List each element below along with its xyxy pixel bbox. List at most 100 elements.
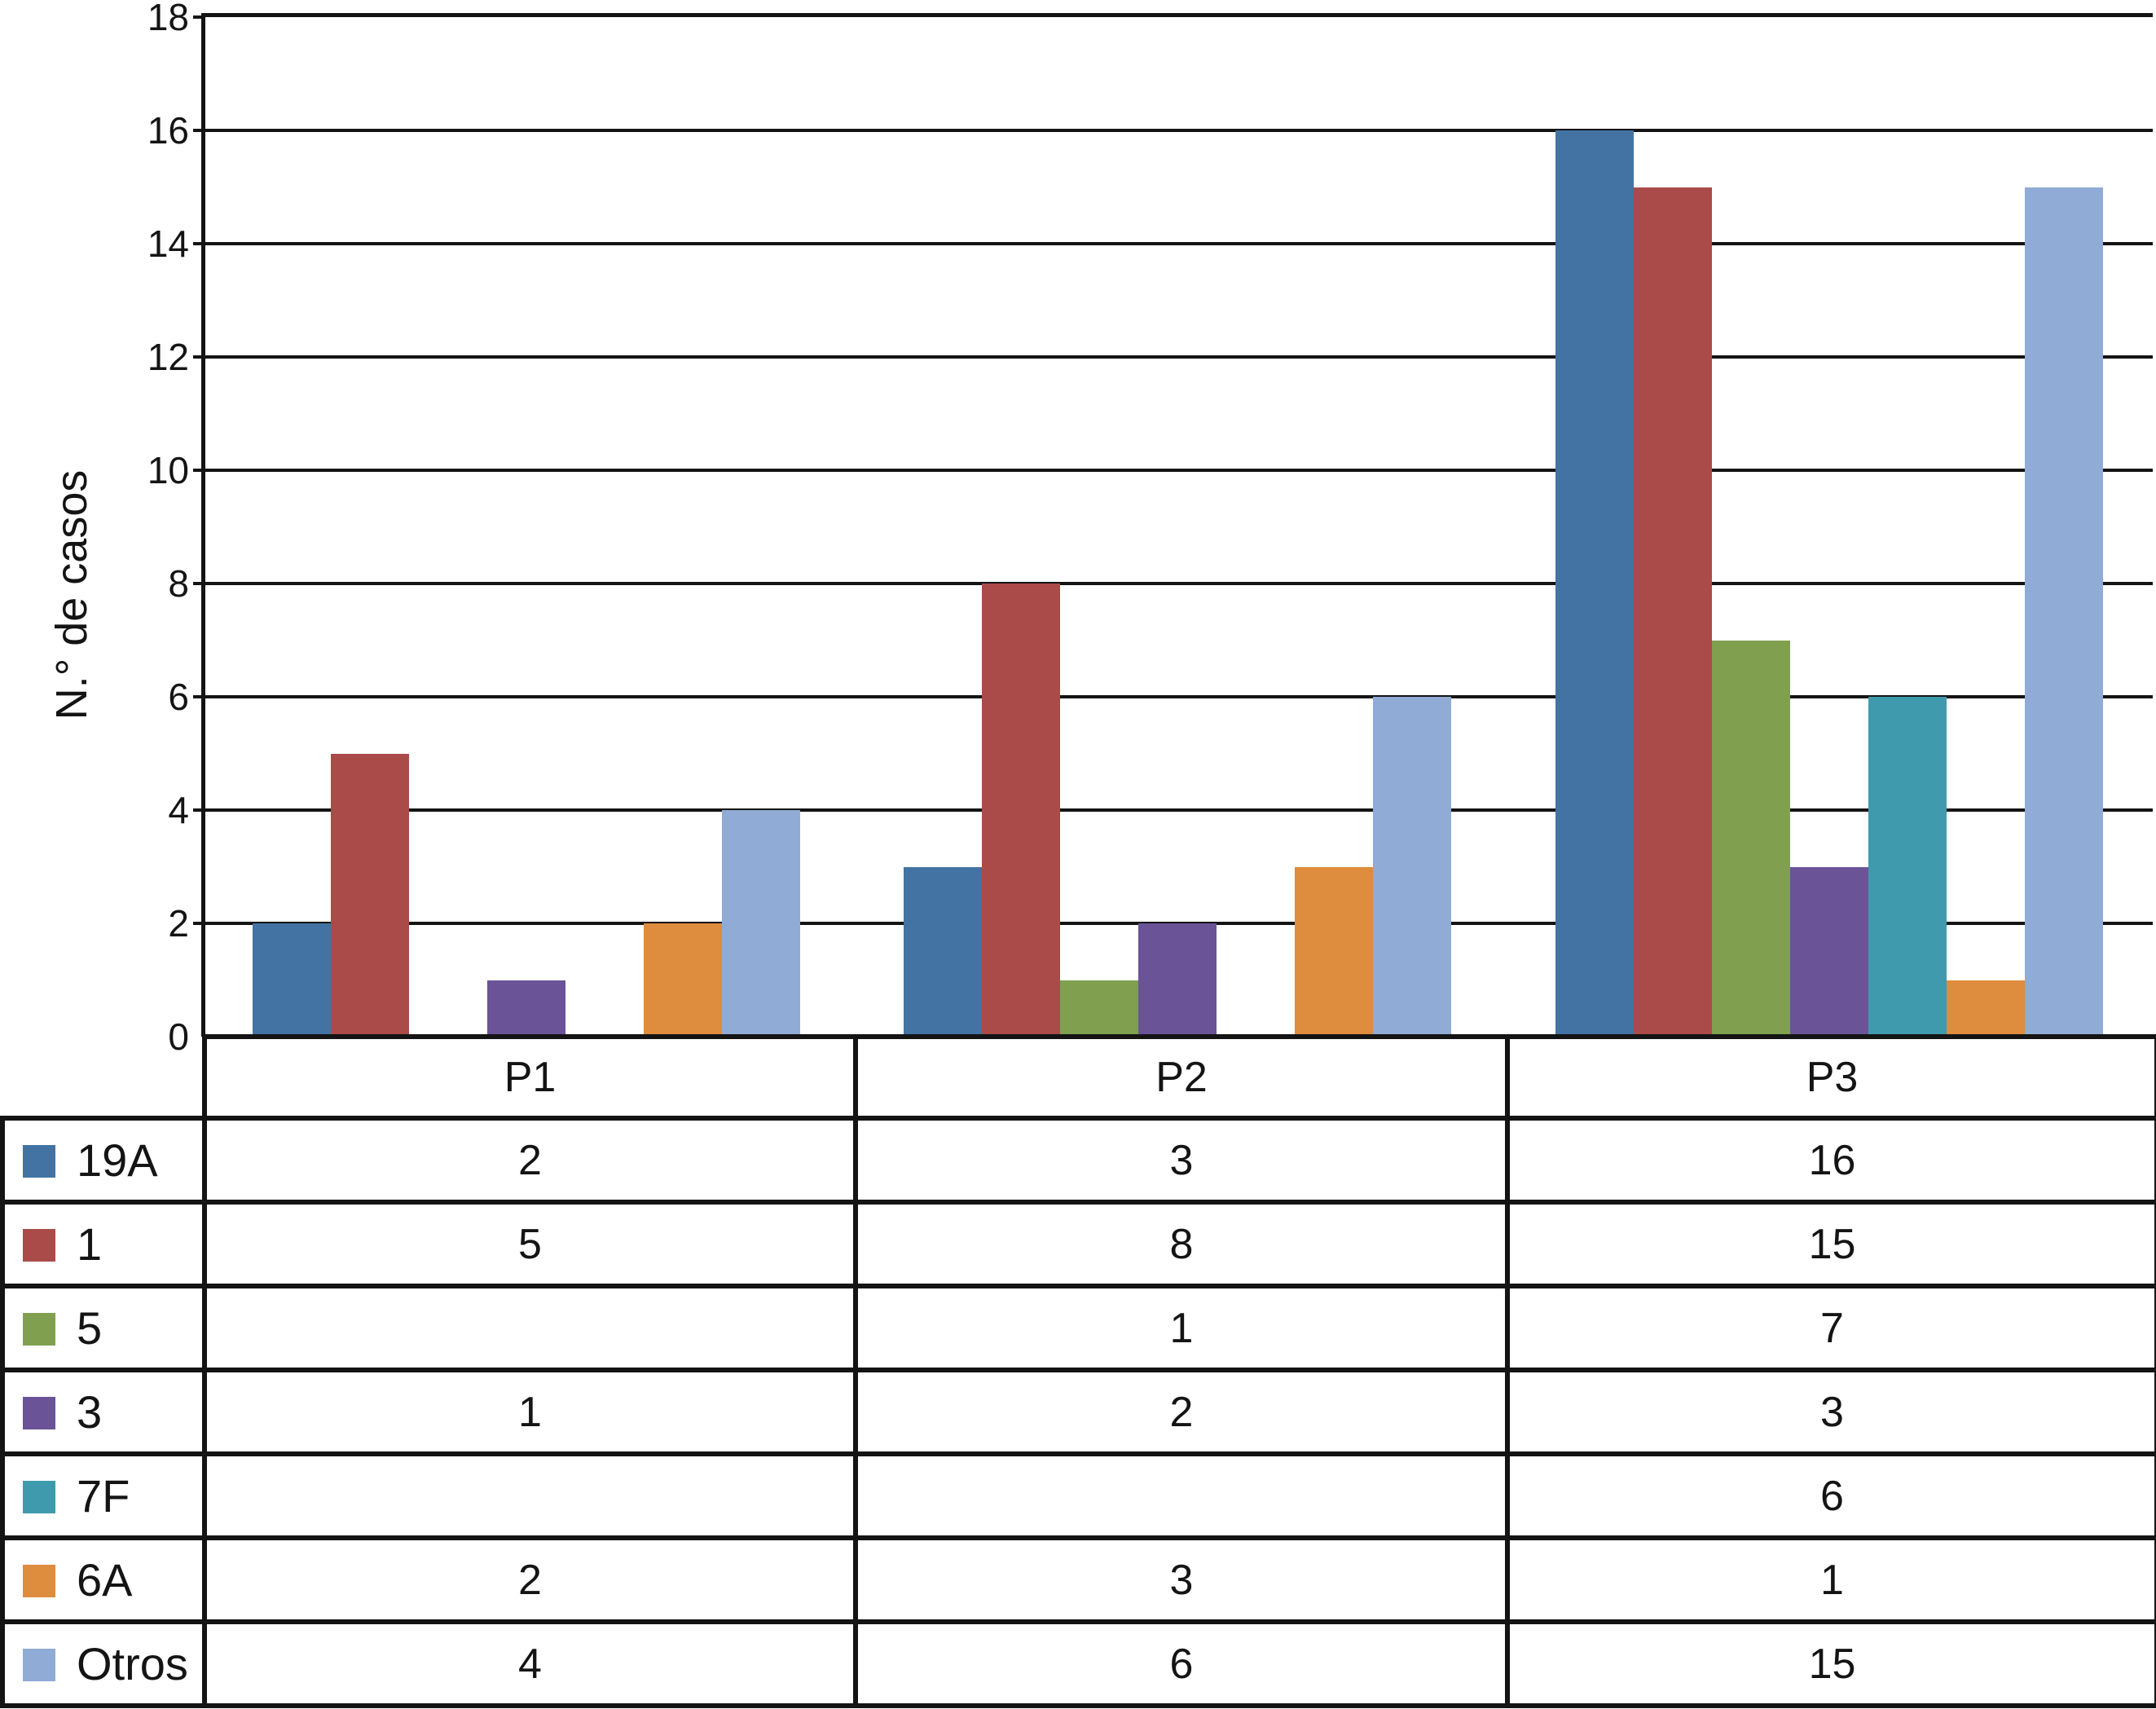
y-tick-label-18: 18 (147, 0, 189, 38)
table-header-row: P1 P2 P3 (2, 1034, 2156, 1121)
column-header-P1: P1 (202, 1034, 858, 1121)
bar-1-P1 (331, 753, 409, 1037)
cell-1-P2: 8 (853, 1200, 1510, 1288)
plot-area (193, 13, 2153, 1037)
legend-swatch-5 (23, 1313, 55, 1346)
legend-label-19A: 19A (77, 1134, 158, 1186)
table-row-6A: 6A 2 3 1 (0, 1535, 2156, 1624)
cell-7F-P1 (202, 1451, 858, 1540)
bar-19A-P1 (253, 923, 331, 1037)
bar-3-P2 (1138, 923, 1217, 1037)
table-row-7F: 7F 6 (0, 1451, 2156, 1540)
table-row-19A: 19A 2 3 16 (0, 1116, 2156, 1205)
bar-6A-P1 (644, 923, 722, 1037)
y-tick-mark-10 (193, 469, 205, 472)
legend-label-Otros: Otros (77, 1638, 188, 1689)
legend-swatch-19A (23, 1145, 55, 1178)
legend-cell-3: 3 (0, 1368, 207, 1456)
bar-19A-P2 (904, 866, 982, 1037)
data-table: P1 P2 P3 19A 2 3 16 1 5 8 15 5 1 7 3 1 2 3 7F 6 6A 2 3 1 Otros 4 6… (0, 1034, 2156, 1708)
table-row-Otros: Otros 4 6 15 (0, 1619, 2156, 1708)
cell-6A-P1: 2 (202, 1535, 858, 1624)
cell-Otros-P2: 6 (853, 1619, 1510, 1708)
legend-label-5: 5 (77, 1302, 103, 1354)
bar-6A-P2 (1295, 866, 1373, 1037)
y-tick-label-14: 14 (147, 222, 189, 265)
y-tick-label-2: 2 (168, 902, 189, 945)
legend-cell-6A: 6A (0, 1535, 207, 1624)
cell-5-P1 (202, 1284, 858, 1372)
bar-Otros-P1 (722, 810, 800, 1037)
legend-label-7F: 7F (77, 1470, 130, 1522)
legend-cell-7F: 7F (0, 1451, 207, 1540)
legend-label-1: 1 (77, 1218, 103, 1270)
y-tick-mark-12 (193, 355, 205, 359)
legend-label-3: 3 (77, 1386, 103, 1438)
legend-swatch-1 (23, 1229, 55, 1262)
gridline-16 (205, 129, 2153, 132)
bar-19A-P3 (1555, 130, 1634, 1037)
table-row-1: 1 5 8 15 (0, 1200, 2156, 1288)
cell-Otros-P3: 15 (1505, 1619, 2156, 1708)
cell-6A-P3: 1 (1505, 1535, 2156, 1624)
bar-3-P1 (487, 980, 565, 1037)
gridline-14 (205, 242, 2153, 245)
legend-cell-5: 5 (0, 1284, 207, 1372)
y-tick-label-8: 8 (168, 562, 189, 605)
y-tick-mark-14 (193, 242, 205, 245)
y-tick-mark-8 (193, 582, 205, 585)
gridline-10 (205, 469, 2153, 472)
y-tick-label-10: 10 (147, 449, 189, 491)
legend-cell-19A: 19A (0, 1116, 207, 1205)
legend-cell-1: 1 (0, 1200, 207, 1288)
y-tick-mark-4 (193, 808, 205, 812)
y-tick-mark-2 (193, 922, 205, 925)
legend-swatch-Otros (23, 1649, 55, 1681)
bar-5-P3 (1712, 640, 1790, 1037)
cell-7F-P2 (853, 1451, 1510, 1540)
table-corner-blank (2, 1037, 205, 1118)
y-tick-label-4: 4 (168, 789, 189, 831)
gridline-4 (205, 808, 2153, 812)
bar-5-P2 (1060, 980, 1138, 1037)
legend-label-6A: 6A (77, 1554, 133, 1605)
legend-swatch-7F (23, 1481, 55, 1513)
cell-19A-P3: 16 (1505, 1116, 2156, 1205)
cell-3-P1: 1 (202, 1368, 858, 1456)
bar-1-P2 (982, 584, 1060, 1037)
column-header-P3: P3 (1505, 1034, 2156, 1121)
cell-5-P2: 1 (853, 1284, 1510, 1372)
bar-1-P3 (1634, 187, 1712, 1037)
bar-Otros-P3 (2025, 187, 2103, 1037)
legend-swatch-6A (23, 1565, 55, 1597)
bar-6A-P3 (1947, 980, 2025, 1037)
cell-5-P3: 7 (1505, 1284, 2156, 1372)
gridline-6 (205, 695, 2153, 698)
cell-1-P1: 5 (202, 1200, 858, 1288)
cell-6A-P2: 3 (853, 1535, 1510, 1624)
y-tick-label-12: 12 (147, 336, 189, 378)
bar-3-P3 (1790, 866, 1868, 1037)
y-tick-mark-18 (193, 15, 205, 19)
y-tick-mark-16 (193, 129, 205, 132)
legend-swatch-3 (23, 1397, 55, 1429)
y-tick-label-6: 6 (168, 676, 189, 718)
gridline-8 (205, 582, 2153, 585)
column-header-P2: P2 (853, 1034, 1510, 1121)
gridline-12 (205, 355, 2153, 359)
cell-7F-P3: 6 (1505, 1451, 2156, 1540)
cell-3-P2: 2 (853, 1368, 1510, 1456)
y-tick-mark-6 (193, 695, 205, 698)
cell-19A-P2: 3 (853, 1116, 1510, 1205)
bar-7F-P3 (1868, 697, 1947, 1037)
bar-Otros-P2 (1373, 697, 1451, 1037)
cell-1-P3: 15 (1505, 1200, 2156, 1288)
y-tick-label-0: 0 (168, 1015, 189, 1058)
y-tick-label-16: 16 (147, 109, 189, 152)
cell-19A-P1: 2 (202, 1116, 858, 1205)
cell-3-P3: 3 (1505, 1368, 2156, 1456)
cell-Otros-P1: 4 (202, 1619, 858, 1708)
legend-cell-Otros: Otros (0, 1619, 207, 1708)
